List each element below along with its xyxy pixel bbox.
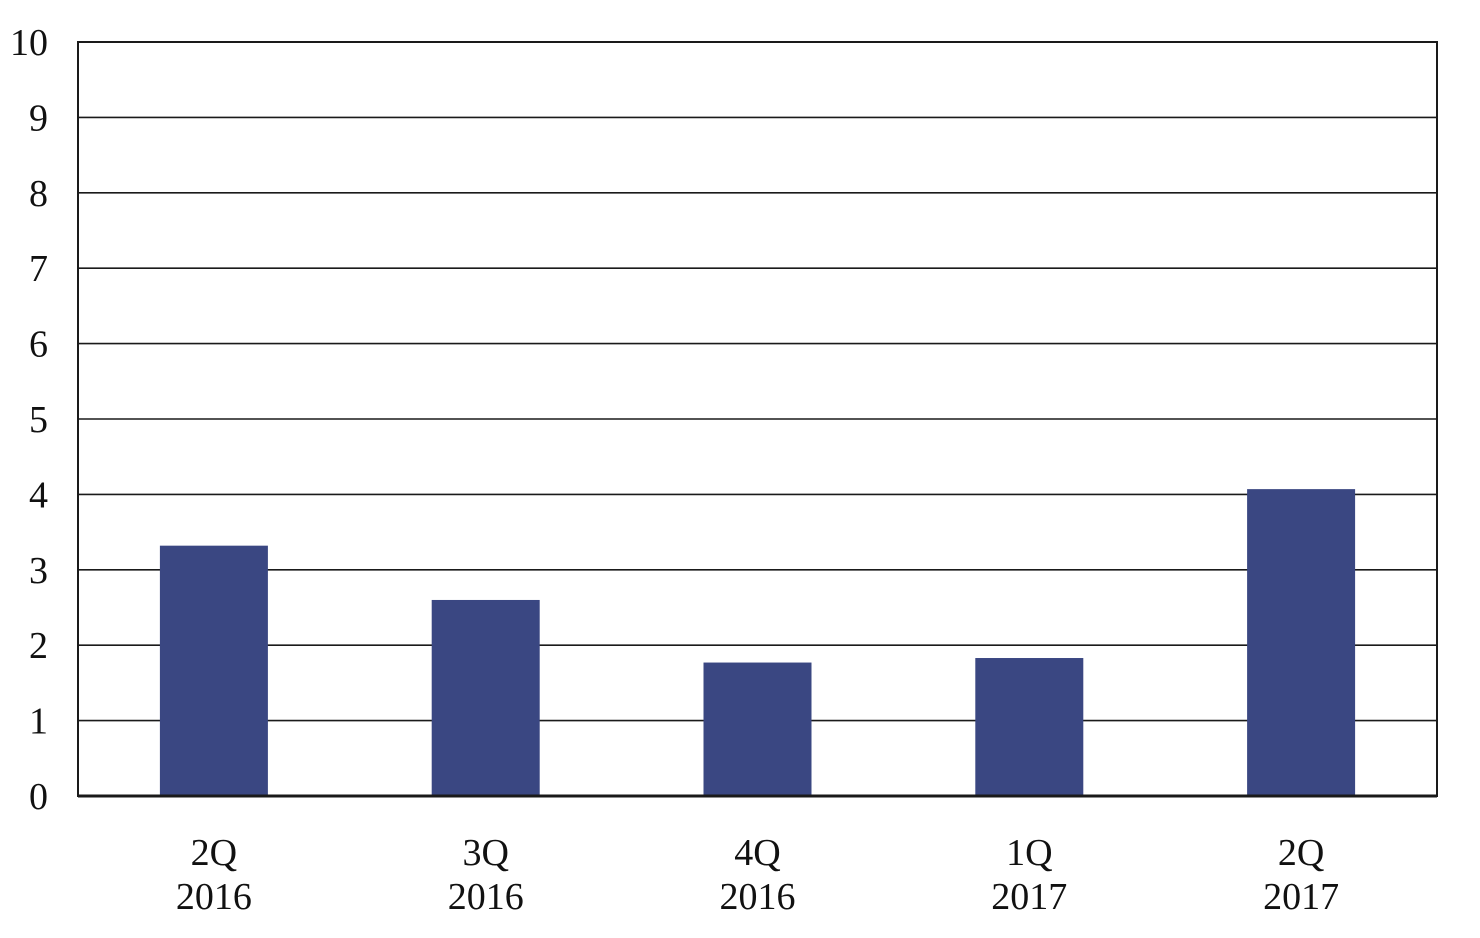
x-tick-label: 3Q [462,832,508,874]
bar [1247,489,1356,796]
gridlines [78,116,1437,722]
x-tick-label: 2016 [448,876,524,918]
x-tick-label: 4Q [734,832,780,874]
x-tick-label: 2Q [191,832,237,874]
x-tick-label: 2017 [1263,876,1339,918]
bar [431,599,540,796]
x-tick-label: 2017 [991,876,1067,918]
y-tick-label: 6 [29,324,48,366]
y-tick-label: 2 [29,625,48,667]
y-tick-label: 3 [29,550,48,592]
y-tick-label: 1 [29,701,48,743]
bar [703,662,812,796]
x-tick-label: 1Q [1006,832,1052,874]
y-tick-label: 8 [29,173,48,215]
y-axis-tick-labels: 0 1 2 3 4 5 6 7 8 9 10 [10,22,48,818]
bar [975,658,1084,796]
y-tick-label: 9 [29,97,48,139]
y-tick-label: 7 [29,248,48,290]
y-tick-label: 10 [10,22,48,64]
y-tick-label: 5 [29,399,48,441]
y-tick-label: 0 [29,776,48,818]
bar [159,545,268,796]
bars [159,489,1356,796]
x-tick-label: 2016 [720,876,796,918]
y-tick-label: 4 [29,474,48,516]
plot-frame [77,41,1438,798]
x-tick-label: 2016 [176,876,252,918]
x-tick-label: 2Q [1278,832,1324,874]
